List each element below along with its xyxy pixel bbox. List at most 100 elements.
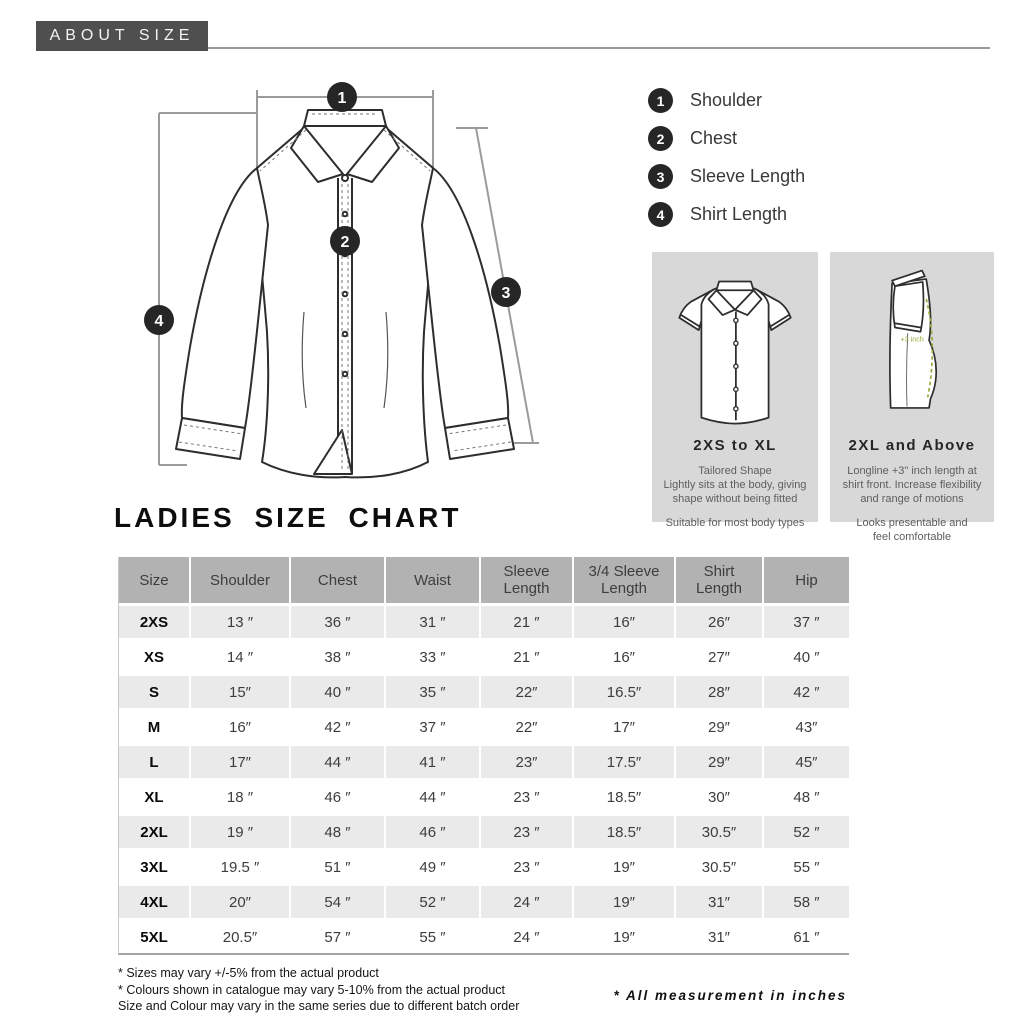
footnote-line: Size and Colour may vary in the same ser…: [118, 999, 520, 1013]
legend-label: Chest: [690, 128, 738, 148]
measurement-cell: 48 ″: [764, 781, 849, 813]
footnotes: * Sizes may vary +/-5% from the actual p…: [118, 965, 519, 1015]
legend-label: Sleeve Length: [690, 166, 806, 186]
marker-2-number: 2: [341, 234, 350, 251]
measurement-cell: 16.5″: [574, 676, 674, 708]
size-label-cell: 5XL: [119, 921, 189, 953]
measurement-cell: 42 ″: [291, 711, 384, 743]
legend-item: 2 Chest: [648, 126, 805, 151]
column-header: Chest: [291, 557, 384, 603]
measurement-cell: 61 ″: [764, 921, 849, 953]
measurement-cell: 36 ″: [291, 606, 384, 638]
measurement-cell: 42 ″: [764, 676, 849, 708]
measurement-cell: 18.5″: [574, 816, 674, 848]
measurement-cell: 14 ″: [191, 641, 289, 673]
legend-number-badge: 3: [648, 164, 673, 189]
measurement-cell: 20.5″: [191, 921, 289, 953]
measurement-cell: 33 ″: [386, 641, 479, 673]
left-sleeve: [180, 167, 269, 429]
size-label-cell: 2XS: [119, 606, 189, 638]
measurement-cell: 13 ″: [191, 606, 289, 638]
measurement-cell: 46 ″: [291, 781, 384, 813]
measurement-cell: 52 ″: [764, 816, 849, 848]
measurement-cell: 30.5″: [676, 816, 762, 848]
column-header: 3/4 Sleeve Length: [574, 557, 674, 603]
header-divider: [36, 47, 990, 49]
measurement-cell: 27″: [676, 641, 762, 673]
fit-box-2xs-to-xl: 2XS to XL Tailored Shape Lightly sits at…: [652, 252, 818, 529]
measurement-cell: 23 ″: [481, 851, 572, 883]
blouse-line-art: [175, 109, 515, 479]
measurement-cell: 17″: [574, 711, 674, 743]
measurement-cell: 55 ″: [386, 921, 479, 953]
measurement-cell: 24 ″: [481, 886, 572, 918]
size-label-cell: XS: [119, 641, 189, 673]
fit-box-2-text: Longline +3" inch length at shirt front.…: [842, 465, 982, 505]
marker-3-circle: [491, 277, 521, 307]
measurement-cell: 37 ″: [764, 606, 849, 638]
measurement-cell: 44 ″: [386, 781, 479, 813]
marker-4-circle: [144, 305, 174, 335]
marker-4-number: 4: [155, 313, 164, 330]
collar-button: [341, 174, 349, 182]
size-label-cell: 4XL: [119, 886, 189, 918]
measurement-cell: 45″: [764, 746, 849, 778]
size-label-cell: S: [119, 676, 189, 708]
measurement-cell: 58 ″: [764, 886, 849, 918]
column-header: Size: [119, 557, 189, 603]
fit-box-2-title: 2XL and Above: [848, 437, 976, 454]
measurement-cell: 23″: [481, 746, 572, 778]
column-header: Hip: [764, 557, 849, 603]
shirt-side-view-icon: +3 inch: [889, 269, 938, 409]
marker-3-number: 3: [502, 285, 511, 302]
measurement-cell: 29″: [676, 711, 762, 743]
page-header: ABOUT SIZE: [36, 21, 208, 51]
measurement-cell: 46 ″: [386, 816, 479, 848]
legend-number-badge: 2: [648, 126, 673, 151]
page-header-title: ABOUT SIZE: [49, 27, 195, 44]
measurement-cell: 40 ″: [291, 676, 384, 708]
measurement-cell: 15″: [191, 676, 289, 708]
footnote-line: * Colours shown in catalogue may vary 5-…: [118, 982, 505, 997]
measurement-cell: 22″: [481, 711, 572, 743]
measurement-cell: 24 ″: [481, 921, 572, 953]
marker-1-number: 1: [338, 90, 347, 107]
measurement-cell: 28″: [676, 676, 762, 708]
legend-number-badge: 1: [648, 88, 673, 113]
fit-box-1-note: Suitable for most body types: [665, 517, 805, 529]
legend-label: Shirt Length: [690, 204, 788, 224]
measurement-cell: 19.5 ″: [191, 851, 289, 883]
measurement-cell: 22″: [481, 676, 572, 708]
measurement-cell: 44 ″: [291, 746, 384, 778]
plus-3-inch-dashed-line: [925, 298, 934, 398]
short-sleeve-shirt-front-icon: [678, 280, 792, 425]
measurement-cell: 30.5″: [676, 851, 762, 883]
size-label-cell: XL: [119, 781, 189, 813]
size-chart-table: Size Shoulder Chest Waist Sleeve Length 3/4 S…: [118, 557, 849, 955]
measurement-cell: 16″: [574, 606, 674, 638]
measurement-cell: 19″: [574, 921, 674, 953]
measurement-unit-note: * All measurement in inches: [613, 988, 847, 1003]
measurement-cell: 37 ″: [386, 711, 479, 743]
shirt-diagram-svg: 1 2 3 4: [144, 82, 539, 479]
size-label-cell: M: [119, 711, 189, 743]
measurement-cell: 19″: [574, 851, 674, 883]
measurement-cell: 55 ″: [764, 851, 849, 883]
measurement-cell: 17″: [191, 746, 289, 778]
measurement-cell: 31″: [676, 886, 762, 918]
collar-band: [303, 109, 387, 127]
legend-item: 4 Shirt Length: [648, 202, 805, 227]
column-header: Shirt Length: [676, 557, 762, 603]
measurement-cell: 43″: [764, 711, 849, 743]
blouse-body: [255, 125, 435, 479]
column-header: Shoulder: [191, 557, 289, 603]
size-label-cell: L: [119, 746, 189, 778]
measurement-markers: 1 2 3 4: [144, 82, 521, 335]
measurement-cell: 21 ″: [481, 606, 572, 638]
measurement-cell: 19 ″: [191, 816, 289, 848]
measurement-cell: 40 ″: [764, 641, 849, 673]
crease-lines: [301, 311, 389, 409]
measurement-cell: 57 ″: [291, 921, 384, 953]
footnote-line: * Sizes may vary +/-5% from the actual p…: [118, 966, 379, 980]
